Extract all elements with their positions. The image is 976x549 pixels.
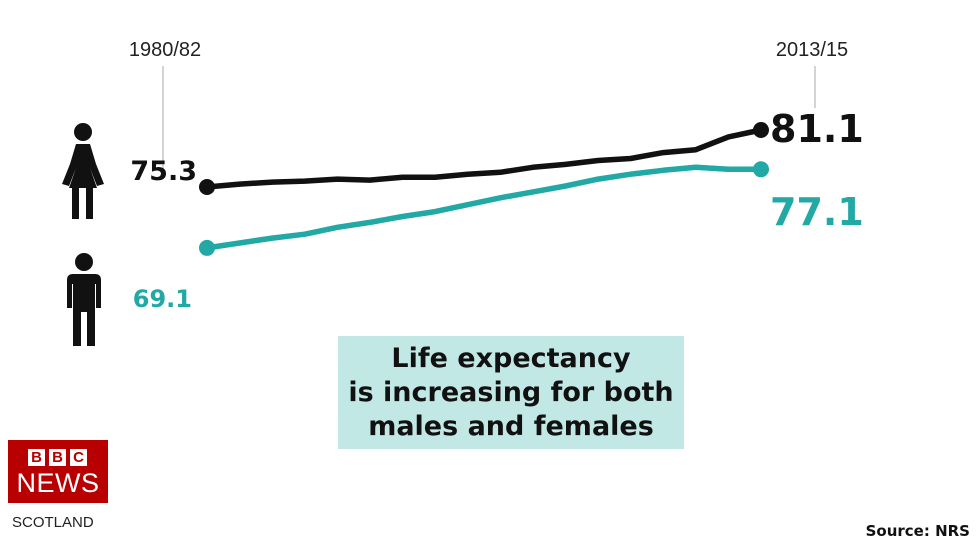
female-end-point (753, 122, 769, 138)
callout-line-1: Life expectancy (391, 342, 631, 374)
bbc-letter-box: B (28, 449, 45, 466)
start-period-label: 1980/82 (129, 39, 201, 61)
bbc-letter-boxes: B B C (28, 449, 87, 466)
male-start-value: 69.1 (133, 285, 192, 313)
bbc-region-label: SCOTLAND (12, 514, 94, 531)
man-icon (67, 253, 101, 346)
bbc-letter-box: C (70, 449, 87, 466)
female-end-value: 81.1 (770, 107, 864, 151)
male-start-point (199, 239, 215, 256)
source-note: Source: NRS (865, 522, 970, 540)
female-start-value: 75.3 (130, 156, 197, 187)
bbc-letter-box: B (49, 449, 66, 466)
end-period-label: 2013/15 (776, 39, 848, 61)
annotation-callout: Life expectancy is increasing for both m… (338, 336, 684, 449)
female-series-line (204, 127, 764, 190)
callout-line-2: is increasing for both (348, 376, 674, 408)
callout-line-3: males and females (368, 410, 654, 442)
male-series-line (204, 164, 764, 251)
male-end-value: 77.1 (770, 190, 864, 234)
male-end-point (753, 161, 769, 178)
woman-icon (62, 123, 104, 219)
female-start-point (199, 179, 215, 195)
bbc-news-logo: B B C NEWS (8, 440, 108, 503)
bbc-news-wordmark: NEWS (16, 468, 100, 498)
